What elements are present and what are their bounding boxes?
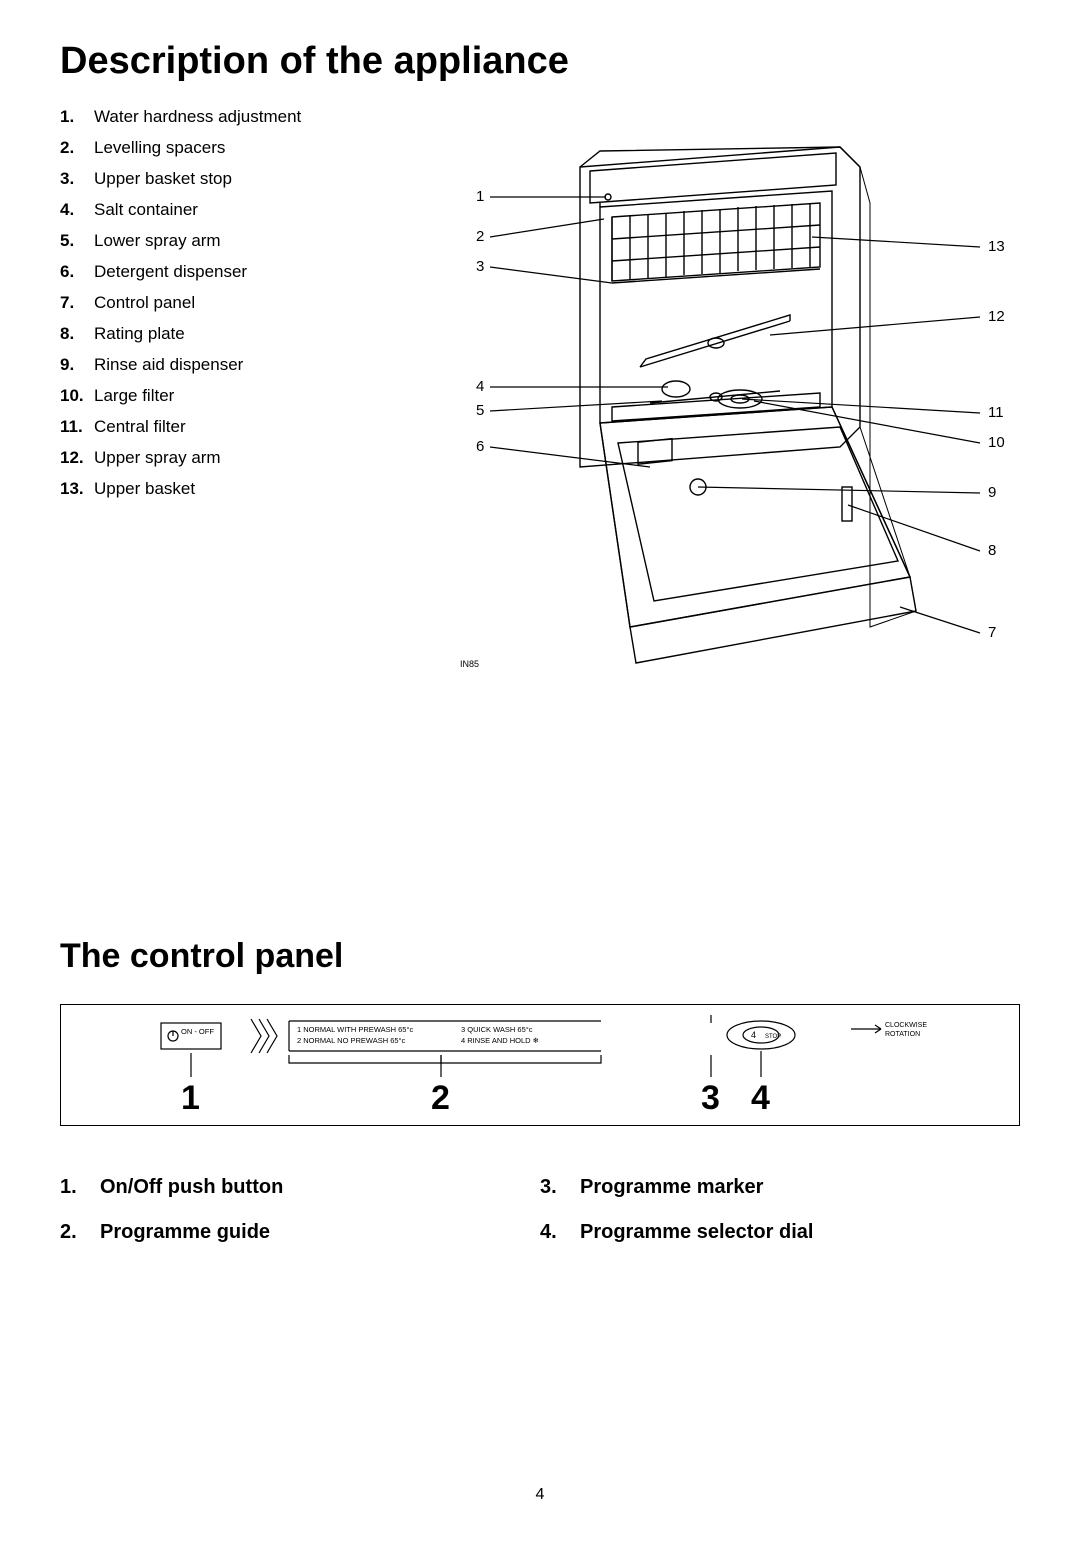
prog-label: 2 NORMAL NO PREWASH 65°c [297,1036,406,1045]
rotation-label: CLOCKWISE [885,1022,927,1029]
list-num: 5. [60,231,94,251]
list-item: 4.Salt container [60,200,440,220]
list-num: 2. [60,1221,100,1244]
list-num: 13. [60,479,94,499]
panel-legend: 1.On/Off push button 2.Programme guide 3… [60,1176,1020,1266]
callout-num: 3 [476,258,484,275]
callout-num: 10 [988,434,1005,451]
list-num: 1. [60,107,94,127]
list-num: 2. [60,138,94,158]
list-num: 9. [60,355,94,375]
list-label: Programme selector dial [580,1221,813,1244]
list-item: 1.On/Off push button [60,1176,540,1199]
list-num: 3. [60,169,94,189]
list-label: Large filter [94,386,174,406]
list-num: 7. [60,293,94,313]
parts-list: 1.Water hardness adjustment 2.Levelling … [60,107,440,510]
list-label: Upper basket stop [94,169,232,189]
list-label: On/Off push button [100,1176,283,1199]
appliance-diagram: 1 2 3 4 5 6 13 12 11 10 9 8 7 IN85 [440,107,1020,707]
list-num: 6. [60,262,94,282]
panel-title: The control panel [60,937,1020,976]
list-label: Rating plate [94,324,185,344]
list-item: 12.Upper spray arm [60,448,440,468]
list-label: Upper spray arm [94,448,221,468]
list-num: 1. [60,1176,100,1199]
list-label: Central filter [94,417,186,437]
control-panel-icon: ON - OFF 1 NORMAL WITH PREWASH 65°c 2 NO… [151,1015,931,1115]
callout-num: 9 [988,484,996,501]
panel-callout: 2 [431,1079,450,1115]
list-item: 7.Control panel [60,293,440,313]
main-title: Description of the appliance [60,40,1020,83]
prog-label: 4 RINSE AND HOLD ❄ [461,1036,539,1045]
list-num: 4. [60,200,94,220]
list-item: 2.Programme guide [60,1221,540,1244]
rotation-label: ROTATION [885,1031,920,1038]
panel-callout: 4 [751,1079,770,1115]
callout-num: 5 [476,402,484,419]
callout-num: 11 [988,404,1004,421]
list-num: 10. [60,386,94,406]
callout-num: 1 [476,188,484,205]
list-item: 5.Lower spray arm [60,231,440,251]
callout-num: 6 [476,438,484,455]
list-item: 2.Levelling spacers [60,138,440,158]
page-number: 4 [60,1486,1020,1504]
callout-num: 2 [476,228,484,245]
list-label: Upper basket [94,479,195,499]
top-section: 1.Water hardness adjustment 2.Levelling … [60,107,1020,707]
list-item: 13.Upper basket [60,479,440,499]
panel-callout: 3 [701,1079,720,1115]
list-num: 12. [60,448,94,468]
list-item: 8.Rating plate [60,324,440,344]
list-label: Programme guide [100,1221,270,1244]
list-num: 3. [540,1176,580,1199]
list-num: 11. [60,417,94,437]
list-label: Water hardness adjustment [94,107,301,127]
list-item: 10.Large filter [60,386,440,406]
onoff-label: ON - OFF [181,1027,214,1036]
list-label: Programme marker [580,1176,763,1199]
list-item: 9.Rinse aid dispenser [60,355,440,375]
callout-num: 13 [988,238,1005,255]
list-item: 3.Programme marker [540,1176,1020,1199]
control-panel-diagram: ON - OFF 1 NORMAL WITH PREWASH 65°c 2 NO… [60,1004,1020,1126]
list-num: 4. [540,1221,580,1244]
list-item: 11.Central filter [60,417,440,437]
list-label: Salt container [94,200,198,220]
diagram-ref: IN85 [460,659,479,669]
list-label: Rinse aid dispenser [94,355,243,375]
panel-callout: 1 [181,1079,200,1115]
list-item: 1.Water hardness adjustment [60,107,440,127]
prog-label: 1 NORMAL WITH PREWASH 65°c [297,1025,413,1034]
dial-stop: STOP [765,1034,781,1040]
prog-label: 3 QUICK WASH 65°c [461,1025,533,1034]
dial-num: 4 [751,1030,756,1040]
callout-num: 8 [988,542,996,559]
list-item: 3.Upper basket stop [60,169,440,189]
list-num: 8. [60,324,94,344]
callout-num: 12 [988,308,1005,325]
list-label: Lower spray arm [94,231,221,251]
list-item: 4.Programme selector dial [540,1221,1020,1244]
legend-col: 3.Programme marker 4.Programme selector … [540,1176,1020,1266]
legend-col: 1.On/Off push button 2.Programme guide [60,1176,540,1266]
callout-num: 4 [476,378,484,395]
list-label: Detergent dispenser [94,262,247,282]
list-label: Levelling spacers [94,138,225,158]
callout-num: 7 [988,624,996,641]
list-item: 6.Detergent dispenser [60,262,440,282]
dishwasher-icon: 1 2 3 4 5 6 13 12 11 10 9 8 7 IN85 [440,107,1040,707]
page: Description of the appliance 1.Water har… [0,0,1080,1564]
list-label: Control panel [94,293,195,313]
